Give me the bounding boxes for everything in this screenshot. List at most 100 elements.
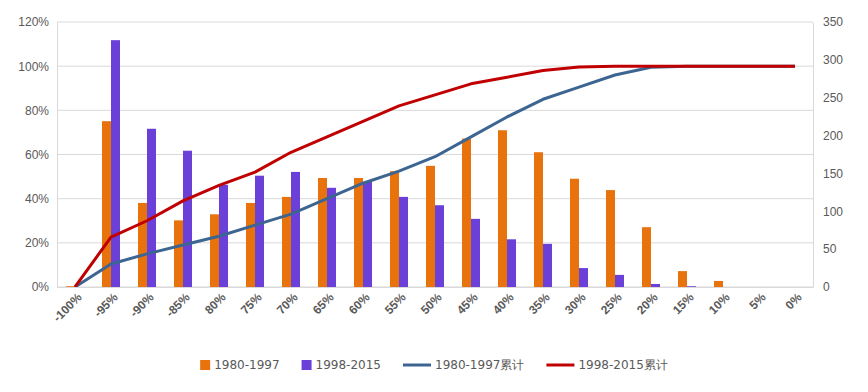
tick: 350 [813,15,843,29]
y-axis: 0% 20% 40% 60% 80% 100% 120% [18,15,57,294]
bar [750,287,759,288]
tick: -85% [163,287,193,320]
tick-label: 40% [490,290,517,317]
bar [174,220,183,287]
tick: 0 [813,280,830,294]
plot: 0%20%40%60%80%100%120%050100150200250300… [18,15,843,324]
tick-label: -100% [50,290,85,325]
grid-line [57,22,813,23]
y2-axis: 050100150200250300350 [813,15,843,294]
bar [570,179,579,287]
tick: 35% [526,287,553,317]
tick-label: -85% [163,290,193,320]
tick: 15% [670,287,697,317]
legend-label: 1998-2015 [316,358,381,372]
legend-label: 1980-1997累计 [435,358,524,372]
bar [255,176,264,287]
tick: 0% [32,280,57,294]
bar [102,121,111,287]
bar-series [66,121,723,287]
bar [426,166,435,287]
bar [354,178,363,287]
bar [543,244,552,287]
bar [399,197,408,287]
bar [147,129,156,287]
axis-line [813,23,814,288]
bar [759,287,768,288]
bar [534,152,543,287]
tick-label: -95% [91,290,121,320]
bar [318,178,327,287]
bar [327,188,336,287]
bar [687,286,696,287]
bar [435,205,444,287]
tick-label: 20% [634,290,661,317]
legend-label: 1998-2015累计 [578,358,667,372]
grid-line [57,154,813,155]
bar [66,286,75,287]
tick: 70% [274,287,301,317]
bar [282,197,291,287]
bar [183,151,192,287]
bar [507,239,516,287]
chart: 0%20%40%60%80%100%120%050100150200250300… [0,0,868,392]
grid [57,22,813,287]
bar [291,172,300,287]
bar [714,281,723,287]
tick: 100% [18,60,57,74]
tick-label: 100 [823,205,843,219]
bar [642,227,651,287]
tick: 45% [454,287,481,317]
legend-item: 1998-2015 [302,358,381,372]
tick: -95% [91,287,121,320]
bar [579,268,588,287]
tick-label: 0 [823,280,830,294]
tick-label: 45% [454,290,481,317]
line [75,66,795,287]
tick: 50 [813,242,837,256]
tick: 20% [25,236,57,250]
tick-label: 50% [418,290,445,317]
tick: 5% [747,287,769,312]
tick: 40% [490,287,517,317]
tick-label: 120% [18,15,49,29]
tick-label: 35% [526,290,553,317]
tick-label: 55% [382,290,409,317]
tick-label: 150 [823,167,843,181]
marks [66,40,795,287]
tick: 55% [382,287,409,317]
legend-item: 1998-2015累计 [546,358,667,372]
tick-label: 200 [823,129,843,143]
tick: 10% [706,287,733,317]
tick-label: 40% [25,192,49,206]
tick: 60% [346,287,373,317]
legend-symbol [403,364,431,367]
tick: 80% [25,104,57,118]
bar [723,287,732,288]
legend-symbol [200,360,210,370]
x-axis: -100%-95%-90%-85%80%75%70%65%60%55%50%45… [50,287,813,325]
tick: 20% [634,287,661,317]
tick-label: 0% [783,290,805,312]
bar [363,182,372,287]
tick-label: 25% [598,290,625,317]
tick-label: 350 [823,15,843,29]
tick-label: 60% [346,290,373,317]
tick: 60% [25,148,57,162]
legend: 1980-19971998-20151980-1997累计1998-2015累计 [200,358,668,372]
tick-label: 250 [823,91,843,105]
legend-symbol [302,360,312,370]
tick: 100 [813,205,843,219]
bar [210,214,219,287]
bar [111,40,120,287]
tick: -90% [127,287,157,320]
tick: 80% [202,287,229,317]
bar [390,171,399,287]
tick: 150 [813,167,843,181]
tick-label: 65% [310,290,337,317]
grid-line [57,110,813,111]
tick: 120% [18,15,57,29]
axis-line [58,287,814,288]
bar [795,287,804,288]
tick: 25% [598,287,625,317]
